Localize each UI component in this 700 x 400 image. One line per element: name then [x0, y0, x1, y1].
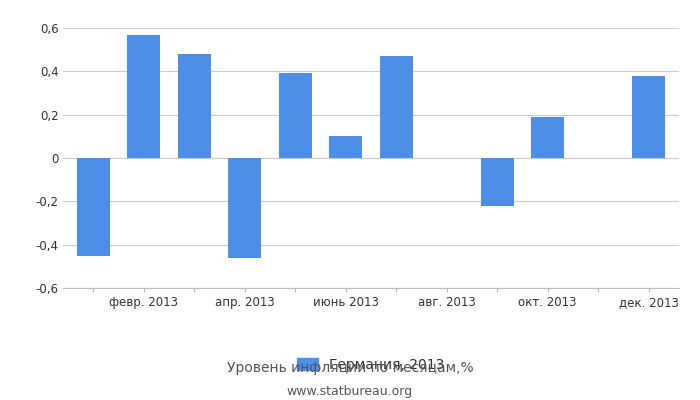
Bar	[279, 74, 312, 158]
Text: Уровень инфляции по месяцам,%: Уровень инфляции по месяцам,%	[227, 361, 473, 375]
Bar	[481, 158, 514, 206]
Bar	[178, 54, 211, 158]
Bar	[380, 56, 413, 158]
Bar	[127, 34, 160, 158]
Bar	[329, 136, 362, 158]
Bar	[77, 158, 110, 256]
Legend: Германия, 2013: Германия, 2013	[292, 352, 450, 377]
Bar	[632, 76, 665, 158]
Bar	[531, 117, 564, 158]
Text: www.statbureau.org: www.statbureau.org	[287, 386, 413, 398]
Bar	[228, 158, 261, 258]
